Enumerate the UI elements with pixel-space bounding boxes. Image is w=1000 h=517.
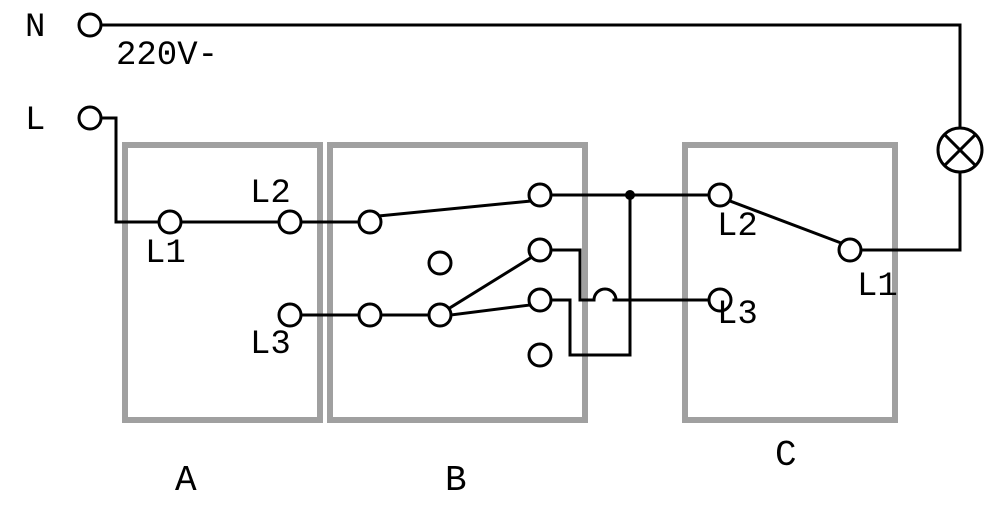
wire [451,305,530,315]
terminal-b-r3 [529,289,551,311]
wire [861,172,960,250]
terminal-b-m2 [429,304,451,326]
terminal-c-l1 [839,239,861,261]
terminal-b-tl [359,211,381,233]
label-box-a: A [175,460,197,501]
wire [448,257,532,309]
terminal-b-tr [529,184,551,206]
wire [378,201,531,216]
terminal-l-term [79,107,101,129]
terminal-a-l2 [279,211,301,233]
terminal-b-m1 [429,252,451,274]
wire-crossover [594,289,616,300]
label-voltage: 220V- [116,37,218,75]
label-box-b: B [445,460,467,501]
terminal-b-r2 [529,239,551,261]
label-a-l2: L2 [250,175,291,213]
label-c-l2: L2 [717,208,758,246]
label-box-c: C [775,435,797,476]
circuit-diagram: N L 220V- L1 L2 L3 L1 L2 L3 A B C [0,0,1000,517]
label-a-l1: L1 [145,235,186,273]
label-c-l1: L1 [857,268,898,306]
wire [101,25,960,128]
label-c-l3: L3 [717,296,758,334]
terminal-b-br [529,344,551,366]
terminal-a-l3 [279,304,301,326]
terminal-n-term [79,14,101,36]
terminal-c-l2 [709,184,731,206]
wire [101,118,159,222]
wire [550,300,570,325]
terminal-a-l1 [159,211,181,233]
label-a-l3: L3 [250,326,291,364]
label-n: N [25,9,45,47]
label-l: L [25,102,45,140]
terminal-b-bl [359,304,381,326]
junction-dot [625,190,635,200]
